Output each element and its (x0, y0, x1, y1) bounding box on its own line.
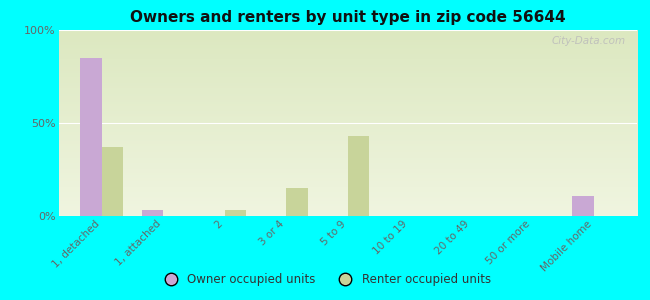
Bar (142, 210, 163, 216)
Bar (348, 136, 369, 216)
Bar (286, 188, 307, 216)
Title: Owners and renters by unit type in zip code 56644: Owners and renters by unit type in zip c… (130, 10, 566, 25)
Bar (101, 147, 123, 216)
Legend: Owner occupied units, Renter occupied units: Owner occupied units, Renter occupied un… (154, 269, 496, 291)
Bar (80, 58, 101, 216)
Bar (573, 196, 594, 216)
Bar (225, 210, 246, 216)
Text: City-Data.com: City-Data.com (551, 36, 625, 46)
